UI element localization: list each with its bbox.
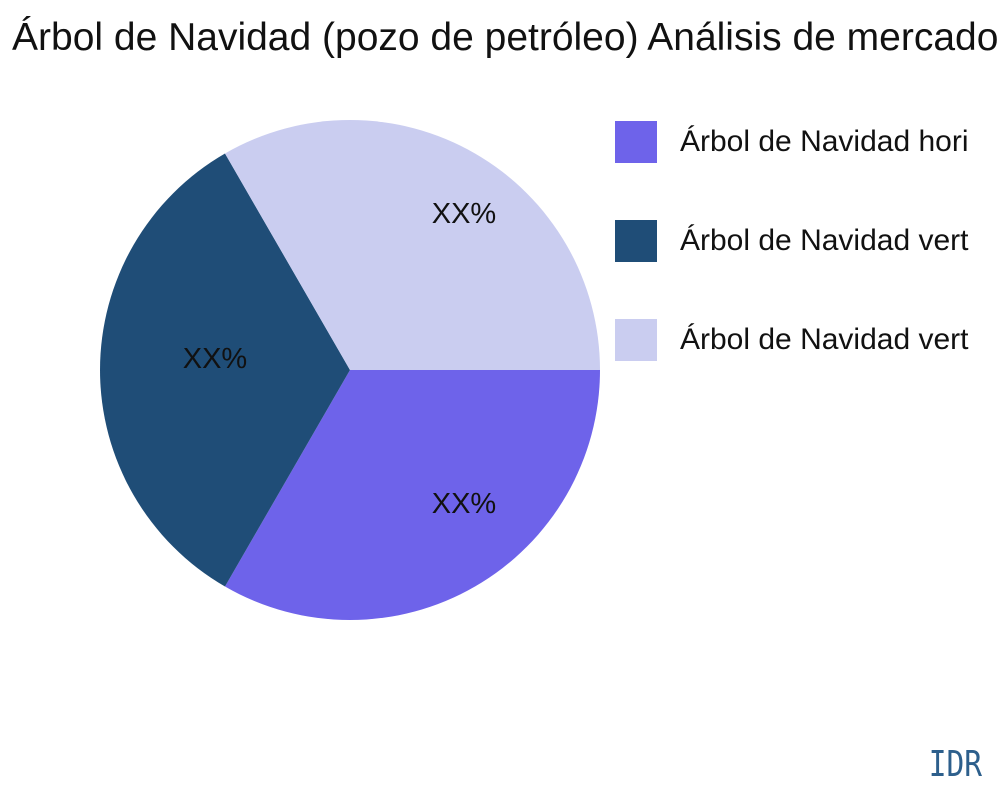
chart-legend: Árbol de Navidad hori Árbol de Navidad v… <box>615 121 969 418</box>
pie-slice-bottom-right <box>225 370 600 620</box>
pie-slice-top <box>225 120 600 371</box>
watermark-idr: IDR <box>928 744 982 785</box>
legend-item-horizontal: Árbol de Navidad hori <box>615 121 969 163</box>
slice-label-left: XX% <box>183 343 247 375</box>
legend-label-vertical-1: Árbol de Navidad vert <box>680 224 969 257</box>
legend-item-vertical-2: Árbol de Navidad vert <box>615 319 969 361</box>
legend-swatch-vertical-2 <box>615 319 657 361</box>
chart-title: Árbol de Navidad (pozo de petróleo) Anál… <box>12 16 999 59</box>
legend-swatch-horizontal <box>615 121 657 163</box>
legend-label-vertical-2: Árbol de Navidad vert <box>680 323 969 356</box>
legend-label-horizontal: Árbol de Navidad hori <box>680 125 969 158</box>
legend-swatch-vertical-1 <box>615 220 657 262</box>
pie-slice-left <box>100 153 350 587</box>
slice-label-top: XX% <box>432 198 496 230</box>
legend-item-vertical-1: Árbol de Navidad vert <box>615 220 969 262</box>
slice-label-bottom-right: XX% <box>432 488 496 520</box>
